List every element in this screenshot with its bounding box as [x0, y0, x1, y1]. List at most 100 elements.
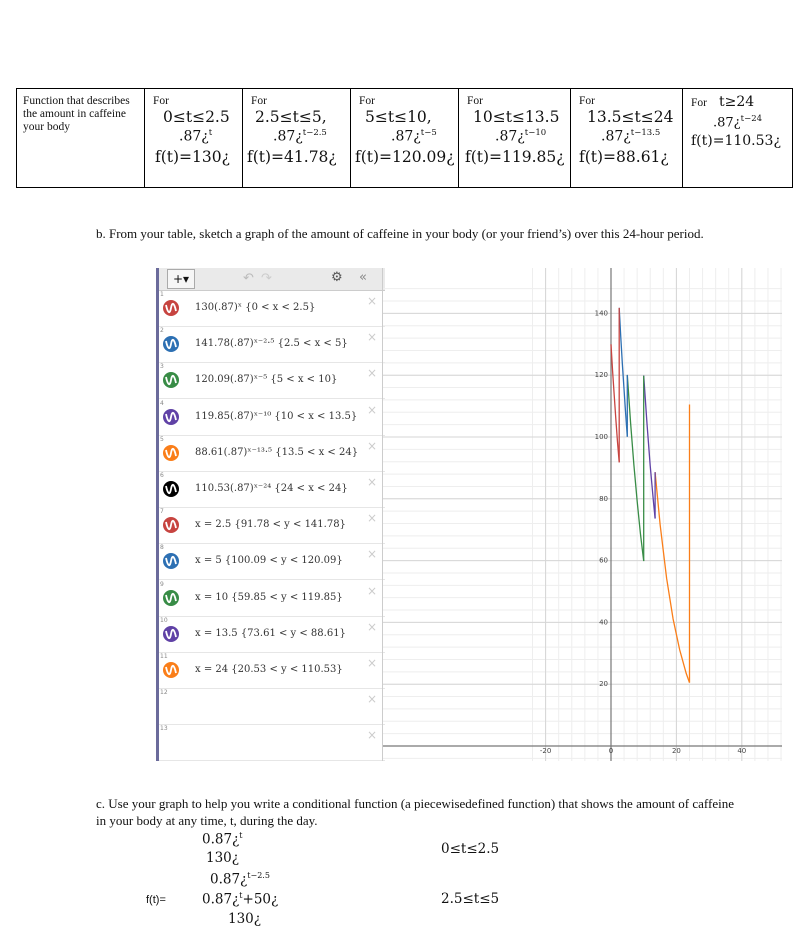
- expression-row[interactable]: 1 130(.87)ˣ {0 < x < 2.5} ×: [159, 290, 385, 327]
- expression-row[interactable]: 12 ×: [159, 688, 385, 726]
- expression-text[interactable]: 141.78(.87)ˣ⁻²·⁵ {2.5 < x < 5}: [195, 338, 348, 350]
- collapse-icon[interactable]: «: [359, 270, 367, 285]
- delete-expression-icon[interactable]: ×: [367, 330, 378, 345]
- x-tick-label: -20: [540, 747, 551, 755]
- delete-expression-icon[interactable]: ×: [367, 656, 378, 670]
- x-tick-label: 40: [737, 747, 746, 755]
- expression-number: 10: [160, 616, 168, 624]
- expression-number: 6: [160, 472, 164, 479]
- curve-color-icon[interactable]: [163, 662, 179, 678]
- expression-number: 1: [160, 291, 164, 298]
- add-expression-button[interactable]: +▾: [167, 269, 195, 289]
- expression-text[interactable]: 120.09(.87)ˣ⁻⁵ {5 < x < 10}: [195, 374, 338, 386]
- x-tick-label: 20: [672, 747, 681, 755]
- piece-2-base: 0.87¿t−2.5: [210, 871, 270, 888]
- y-tick-label: 20: [599, 680, 608, 688]
- delete-expression-icon[interactable]: ×: [367, 402, 378, 417]
- wrench-icon[interactable]: ⚙: [331, 270, 343, 285]
- expression-row[interactable]: 11 x = 24 {20.53 < y < 110.53} ×: [159, 652, 385, 689]
- expression-text[interactable]: x = 5 {100.09 < y < 120.09}: [195, 555, 343, 567]
- table-cell: For 2.5≤t≤5, .87¿t−2.5 f(t)=41.78¿: [242, 88, 351, 188]
- expression-text[interactable]: x = 10 {59.85 < y < 119.85}: [195, 591, 343, 603]
- series-line: [654, 472, 691, 683]
- table-cell: For t≥24 .87¿t−24 f(t)=110.53¿: [682, 88, 793, 188]
- graph-area[interactable]: -20020406020406080100120140: [382, 268, 794, 761]
- series-line: [626, 374, 645, 561]
- function-label: f(t)=: [146, 894, 166, 906]
- expression-row[interactable]: 13 ×: [159, 724, 385, 762]
- table-cell: For 5≤t≤10, .87¿t−5 f(t)=120.09¿: [350, 88, 459, 188]
- curve-color-icon[interactable]: [163, 408, 179, 425]
- undo-icon[interactable]: ↶: [243, 271, 254, 286]
- expression-number: 3: [160, 363, 164, 371]
- expression-row[interactable]: 4 119.85(.87)ˣ⁻¹⁰ {10 < x < 13.5} ×: [159, 399, 385, 436]
- curve-color-icon[interactable]: [163, 444, 179, 461]
- piece-1-base: 0.87¿t: [202, 831, 243, 848]
- expression-row[interactable]: 9 x = 10 {59.85 < y < 119.85} ×: [159, 580, 385, 617]
- caffeine-table: Function that describes the amount in ca…: [16, 88, 793, 188]
- piece-1-coef: 130¿: [206, 850, 240, 866]
- delete-expression-icon[interactable]: ×: [367, 294, 378, 308]
- delete-expression-icon[interactable]: ×: [367, 692, 378, 707]
- expression-row[interactable]: 8 x = 5 {100.09 < y < 120.09} ×: [159, 543, 385, 581]
- redo-icon[interactable]: ↷: [261, 271, 272, 286]
- expression-number: 12: [160, 689, 168, 697]
- curve-color-icon[interactable]: [163, 625, 179, 642]
- graphing-calculator: +▾ ↶ ↷ ⚙ « 1 130(.87)ˣ {0 < x < 2.5} × 2 141…: [156, 268, 794, 775]
- expression-text[interactable]: x = 2.5 {91.78 < y < 141.78}: [195, 519, 346, 531]
- delete-expression-icon[interactable]: ×: [367, 583, 378, 598]
- curve-color-icon[interactable]: [163, 553, 179, 570]
- x-tick-label: 0: [609, 747, 613, 755]
- expression-row[interactable]: 3 120.09(.87)ˣ⁻⁵ {5 < x < 10} ×: [159, 362, 385, 400]
- table-description: Function that describes the amount in ca…: [16, 88, 145, 188]
- table-cell: For 13.5≤t≤24 .87¿t−13.5 f(t)=88.61¿: [570, 88, 683, 188]
- curve-color-icon[interactable]: [163, 372, 179, 389]
- delete-expression-icon[interactable]: ×: [367, 547, 378, 562]
- delete-expression-icon[interactable]: ×: [367, 475, 378, 489]
- expression-toolbar: +▾ ↶ ↷ ⚙ «: [159, 268, 385, 291]
- expression-row[interactable]: 5 88.61(.87)ˣ⁻¹³·⁵ {13.5 < x < 24} ×: [159, 435, 385, 472]
- table-cell: For 10≤t≤13.5 .87¿t−10 f(t)=119.85¿: [458, 88, 571, 188]
- y-tick-label: 120: [595, 371, 608, 379]
- expression-text[interactable]: 110.53(.87)ˣ⁻²⁴ {24 < x < 24}: [195, 483, 348, 494]
- expression-row[interactable]: 6 110.53(.87)ˣ⁻²⁴ {24 < x < 24} ×: [159, 471, 385, 508]
- y-tick-label: 80: [599, 495, 608, 503]
- series-line: [643, 375, 656, 519]
- curve-color-icon[interactable]: [163, 481, 179, 497]
- expression-text[interactable]: 130(.87)ˣ {0 < x < 2.5}: [195, 302, 316, 313]
- curve-color-icon[interactable]: [163, 336, 179, 353]
- expression-number: 9: [160, 580, 164, 588]
- graph-svg[interactable]: -20020406020406080100120140: [383, 268, 794, 761]
- piece-2-condition: 2.5≤t≤5: [441, 891, 500, 907]
- curve-color-icon[interactable]: [163, 517, 179, 534]
- expression-number: 7: [160, 508, 164, 516]
- expression-number: 8: [160, 544, 164, 552]
- expression-number: 13: [160, 725, 168, 733]
- delete-expression-icon[interactable]: ×: [367, 366, 378, 381]
- expression-number: 5: [160, 435, 164, 443]
- expression-text[interactable]: 119.85(.87)ˣ⁻¹⁰ {10 < x < 13.5}: [195, 410, 358, 422]
- delete-expression-icon[interactable]: ×: [367, 511, 378, 526]
- piece-1-condition: 0≤t≤2.5: [441, 841, 500, 857]
- expression-row[interactable]: 10 x = 13.5 {73.61 < y < 88.61} ×: [159, 616, 385, 653]
- expression-text[interactable]: x = 13.5 {73.61 < y < 88.61}: [195, 627, 346, 639]
- curve-color-icon[interactable]: [163, 300, 179, 316]
- expression-row[interactable]: 7 x = 2.5 {91.78 < y < 141.78} ×: [159, 507, 385, 545]
- expression-text[interactable]: 88.61(.87)ˣ⁻¹³·⁵ {13.5 < x < 24}: [195, 446, 359, 458]
- section-c-prompt: c. Use your graph to help you write a co…: [96, 796, 735, 828]
- expression-text[interactable]: x = 24 {20.53 < y < 110.53}: [195, 664, 343, 675]
- delete-expression-icon[interactable]: ×: [367, 619, 378, 634]
- expression-number: 2: [160, 327, 164, 335]
- series-line: [610, 344, 620, 463]
- curve-color-icon[interactable]: [163, 589, 179, 606]
- y-tick-label: 40: [599, 618, 608, 626]
- piece-2-coef: 130¿: [228, 911, 262, 927]
- expression-number: 11: [160, 653, 168, 660]
- piece-2-line: 0.87¿t+50¿: [202, 891, 279, 908]
- expression-row[interactable]: 2 141.78(.87)ˣ⁻²·⁵ {2.5 < x < 5} ×: [159, 326, 385, 364]
- expression-panel: +▾ ↶ ↷ ⚙ « 1 130(.87)ˣ {0 < x < 2.5} × 2 141…: [156, 268, 385, 762]
- delete-expression-icon[interactable]: ×: [367, 728, 378, 743]
- table-cell: For 0≤t≤2.5 .87¿t f(t)=130¿: [144, 88, 243, 188]
- delete-expression-icon[interactable]: ×: [367, 438, 378, 453]
- y-tick-label: 140: [595, 309, 608, 317]
